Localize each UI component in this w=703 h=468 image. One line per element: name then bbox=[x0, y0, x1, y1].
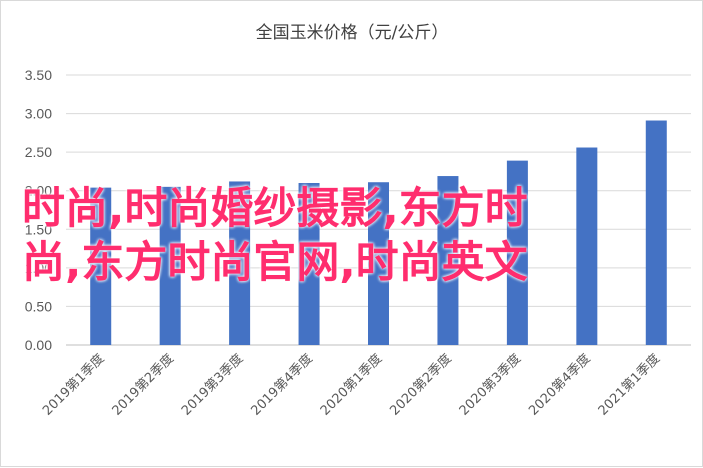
chart-title: 全国玉米价格（元/公斤） bbox=[256, 23, 449, 43]
y-tick-label: 3.50 bbox=[25, 67, 52, 83]
y-tick-label: 0.00 bbox=[25, 337, 52, 353]
x-tick-label: 2020第4季度 bbox=[526, 351, 594, 419]
y-tick-label: 3.00 bbox=[25, 106, 52, 122]
bar bbox=[368, 182, 389, 345]
x-tick-label: 2020第1季度 bbox=[317, 351, 385, 419]
y-tick-label: 0.50 bbox=[25, 298, 52, 314]
bar bbox=[506, 160, 528, 345]
x-tick-label: 2019第3季度 bbox=[178, 351, 246, 419]
y-tick-label: 2.50 bbox=[25, 144, 52, 160]
x-axis-ticks: 2019第1季度 2019第2季度 2019第3季度 2019第4季度 2020第1季度… bbox=[39, 351, 663, 419]
y-tick-label: 1.00 bbox=[25, 260, 52, 276]
bar bbox=[90, 187, 112, 345]
bar bbox=[159, 186, 181, 345]
bar bbox=[645, 120, 667, 345]
x-tick-label: 2020第2季度 bbox=[387, 351, 455, 419]
x-tick-label: 2020第3季度 bbox=[456, 351, 524, 419]
y-axis-ticks: 0.00 0.50 1.00 1.50 2.00 2.50 3.00 3.50 bbox=[25, 67, 52, 353]
x-tick-label: 2019第4季度 bbox=[248, 351, 316, 419]
bar bbox=[576, 147, 598, 345]
bar bbox=[298, 183, 320, 345]
y-tick-label: 1.50 bbox=[25, 221, 52, 237]
y-tick-label: 2.00 bbox=[25, 183, 52, 199]
x-tick-label: 2019第1季度 bbox=[39, 351, 107, 419]
x-tick-label: 2019第2季度 bbox=[109, 351, 177, 419]
bars bbox=[90, 120, 667, 345]
x-tick-label: 2021第1季度 bbox=[595, 351, 663, 419]
bar bbox=[437, 176, 459, 345]
bar bbox=[229, 181, 251, 345]
